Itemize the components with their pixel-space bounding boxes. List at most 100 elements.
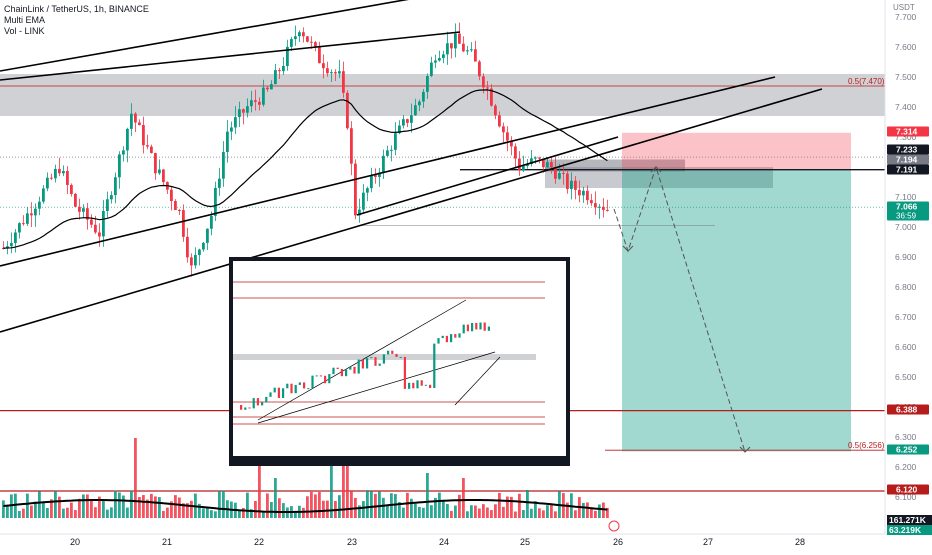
candle [582, 190, 585, 196]
trend-line [356, 136, 619, 216]
candle [106, 199, 109, 211]
candle [254, 100, 257, 102]
volume-bar [170, 501, 173, 518]
candle [198, 249, 201, 255]
candle [502, 126, 505, 133]
candle [62, 170, 65, 174]
price-pill [887, 164, 929, 175]
volume-bar [94, 507, 97, 518]
volume-bar [518, 493, 521, 518]
candle [294, 36, 297, 40]
x-tick-label: 28 [795, 537, 805, 547]
symbol-title[interactable]: ChainLink / TetherUS, 1h, BINANCE [4, 4, 149, 14]
candle [222, 152, 225, 179]
volume-bar [250, 509, 253, 518]
volume-bar [486, 507, 489, 518]
inset-candle [303, 382, 306, 389]
price-pill [887, 444, 929, 455]
projection-path [613, 165, 746, 453]
candle [574, 180, 577, 190]
inset-candle [408, 382, 411, 389]
volume-bar [394, 494, 397, 518]
volume-bar [550, 504, 553, 518]
volume-bar [462, 478, 465, 518]
candle [306, 36, 309, 42]
volume-bar [82, 494, 85, 518]
candle [450, 43, 453, 49]
volume-bar [30, 505, 33, 518]
volume-bar [174, 495, 177, 518]
candle [318, 46, 321, 64]
supply-zone [0, 74, 885, 116]
volume-bar [142, 495, 145, 518]
price-pill-label: 7.233 [896, 145, 918, 155]
inset-candle [315, 375, 318, 377]
candle [270, 84, 273, 90]
y-tick-label: 7.400 [895, 102, 917, 112]
candle [278, 70, 281, 72]
price-pill-label: 6.120 [896, 485, 918, 495]
inset-candle [403, 356, 406, 389]
candle [562, 172, 565, 174]
candle [174, 201, 177, 210]
volume-bar [450, 510, 453, 518]
candle [218, 178, 221, 188]
volume-bar [274, 478, 277, 518]
volume-bar [314, 494, 317, 518]
candle [594, 203, 597, 208]
candle [606, 209, 609, 211]
inset-candle [290, 383, 293, 394]
x-tick-label: 21 [162, 537, 172, 547]
candle [10, 243, 13, 247]
volume-bar [54, 491, 57, 518]
volume-bar [190, 500, 193, 518]
volume-bar [50, 499, 53, 518]
volume-bar [358, 505, 361, 518]
volume-indicator-label[interactable]: Vol - LINK [4, 26, 45, 36]
candle [558, 172, 561, 179]
candle [422, 91, 425, 102]
candle [94, 224, 97, 233]
candle [2, 248, 5, 249]
y-tick-label: 7.300 [895, 132, 917, 142]
stop-loss-zone [622, 132, 851, 170]
volume-bar [58, 496, 61, 518]
price-pill-label: 6.388 [896, 405, 918, 415]
volume-bar [514, 511, 517, 518]
volume-bar [62, 508, 65, 518]
candle [314, 42, 317, 47]
volume-bar [362, 501, 365, 518]
candle [526, 164, 529, 167]
volume-bar [378, 491, 381, 518]
inset-candle [286, 383, 289, 389]
inset-candle [261, 402, 264, 406]
volume-bar [294, 511, 297, 518]
candle [498, 115, 501, 127]
candle [178, 209, 181, 211]
price-pill-label: 6.252 [896, 445, 918, 455]
candle [78, 206, 81, 212]
inset-candle [445, 335, 448, 343]
y-tick-label: 7.500 [895, 72, 917, 82]
ema-indicator-label[interactable]: Multi EMA [4, 15, 46, 25]
candle [102, 210, 105, 237]
y-tick-label: 6.100 [895, 492, 917, 502]
volume-bar [582, 502, 585, 518]
candle [374, 175, 377, 177]
candle [446, 43, 449, 55]
volume-bar [38, 491, 41, 518]
volume-bar [242, 507, 245, 518]
inset-candle [240, 405, 243, 410]
price-pill-label: 7.314 [896, 127, 918, 137]
x-tick-label: 27 [703, 537, 713, 547]
volume-bar [398, 501, 401, 518]
volume-bar [522, 509, 525, 518]
price-pill [887, 201, 929, 221]
candle [398, 125, 401, 134]
volume-bar [534, 501, 537, 518]
candle [214, 187, 217, 216]
y-tick-label: 6.800 [895, 282, 917, 292]
volume-bar [458, 494, 461, 518]
